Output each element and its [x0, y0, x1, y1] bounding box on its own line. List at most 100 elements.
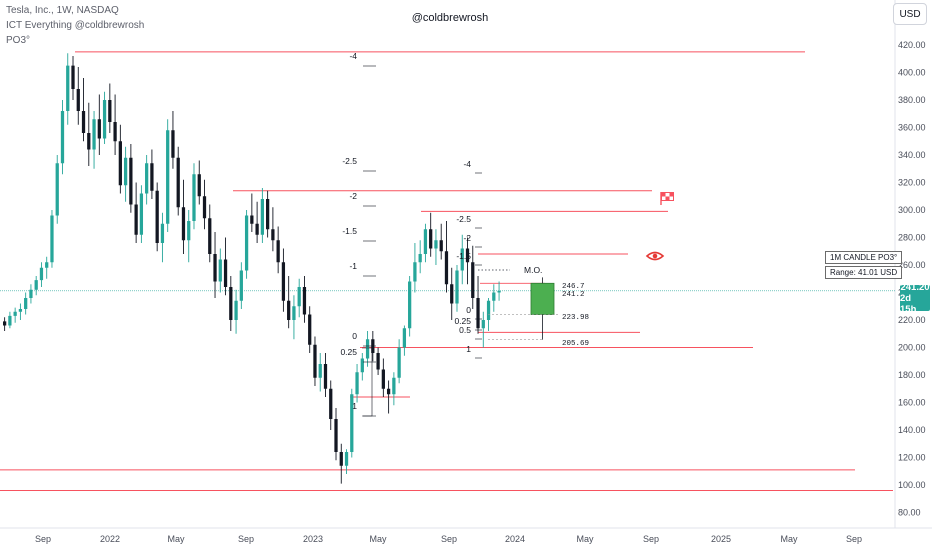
candle-body: [402, 328, 407, 348]
candle-body: [318, 364, 322, 378]
candle-body: [66, 65, 70, 111]
candle-body: [308, 314, 312, 345]
x-tick-label: Sep: [643, 534, 659, 544]
candle-body: [223, 259, 228, 287]
y-tick-label: 100.00: [898, 480, 926, 490]
x-tick-label: Sep: [238, 534, 254, 544]
candle-body: [92, 119, 96, 150]
candle-body: [24, 298, 28, 309]
candle-body: [265, 199, 270, 230]
candle-body: [497, 290, 501, 293]
y-tick-label: 400.00: [898, 68, 926, 78]
candle-body: [55, 163, 59, 216]
y-tick-label: 420.00: [898, 40, 926, 50]
candle-body: [134, 204, 138, 235]
candle-body: [334, 419, 338, 452]
candle-body: [171, 130, 175, 158]
x-tick-label: 2023: [303, 534, 323, 544]
y-tick-label: 160.00: [898, 398, 926, 408]
y-tick-label: 360.00: [898, 123, 926, 133]
candle-body: [244, 215, 249, 271]
candle-body: [386, 388, 391, 395]
candle-body: [192, 174, 196, 221]
x-tick-label: Sep: [35, 534, 51, 544]
fib-label-main: 0: [352, 331, 357, 341]
fib-label-right: 1: [466, 344, 471, 354]
candle-body: [450, 284, 454, 304]
x-tick-label: 2025: [711, 534, 731, 544]
fib-label-main: -1.5: [342, 226, 357, 236]
fib-label-right: 0.25: [454, 316, 471, 326]
candle-body: [108, 100, 112, 122]
y-tick-label: 180.00: [898, 370, 926, 380]
x-tick-label: May: [780, 534, 798, 544]
fib-label-right: 0: [466, 305, 471, 315]
candle-body: [344, 452, 349, 466]
candle-body: [376, 353, 380, 370]
currency-button[interactable]: USD: [893, 3, 927, 25]
candle-body: [429, 229, 433, 249]
symbol-title[interactable]: Tesla, Inc., 1W, NASDAQ: [6, 5, 119, 16]
candle-body: [39, 267, 44, 281]
watermark: @coldbrewrosh: [411, 12, 489, 24]
candle-body: [234, 300, 238, 320]
candle-body: [166, 130, 170, 224]
fib-label-right: 0.5: [459, 325, 471, 335]
po3-candle-box: [530, 282, 555, 315]
candle-body: [160, 223, 165, 243]
y-tick-label: 340.00: [898, 150, 926, 160]
candle-body: [71, 65, 75, 89]
candle-body: [486, 300, 491, 320]
candle-body: [34, 280, 38, 290]
candle-body: [187, 221, 191, 241]
y-tick-label: 220.00: [898, 315, 926, 325]
candle-body: [381, 369, 385, 389]
candle-body: [139, 193, 144, 235]
candle-body: [465, 248, 470, 263]
candle-body: [202, 196, 207, 219]
candle-body: [113, 122, 117, 142]
eye-outline: [645, 251, 665, 261]
candle-body: [392, 377, 396, 395]
x-tick-label: 2022: [100, 534, 120, 544]
fib-label-right: -2.5: [456, 214, 471, 224]
candle-body: [60, 111, 65, 164]
y-tick-label: 300.00: [898, 205, 926, 215]
fib-label-main: 1: [352, 401, 357, 411]
candle-body: [297, 287, 301, 307]
x-tick-label: May: [167, 534, 185, 544]
candle-body: [208, 218, 212, 254]
candle-body: [329, 388, 333, 419]
candle-body: [50, 215, 54, 263]
candle-body: [476, 298, 480, 329]
y-tick-label: 120.00: [898, 453, 926, 463]
candle-body: [413, 262, 417, 282]
fib-label-main: -1: [349, 261, 357, 271]
fib-label-main: -2: [349, 191, 357, 201]
eye-icon: [645, 251, 665, 261]
bar-countdown: 2d 15h: [900, 292, 917, 315]
candle-body: [8, 315, 12, 326]
candle-body: [129, 157, 133, 205]
last-price-tag: 241.20 2d 15h: [900, 282, 930, 315]
candle-body: [492, 292, 496, 301]
candle-body: [229, 287, 233, 320]
candle-body: [18, 309, 23, 312]
candle-body: [339, 452, 343, 466]
candle-body: [97, 119, 101, 139]
candle-body: [76, 89, 80, 111]
po3-price-label: 223.98: [562, 314, 589, 322]
candle-body: [276, 240, 280, 263]
candle-body: [250, 215, 254, 224]
mo-label: M.O.: [524, 265, 542, 275]
x-tick-label: May: [369, 534, 387, 544]
y-tick-label: 320.00: [898, 178, 926, 188]
fib-label-right: -2: [463, 233, 471, 243]
candle-body: [360, 358, 364, 373]
candle-body: [460, 248, 464, 271]
candle-body: [150, 163, 154, 191]
indicator-name[interactable]: ICT Everything @coldbrewrosh: [6, 20, 145, 31]
candle-body: [181, 207, 186, 241]
candle-body: [423, 229, 428, 254]
